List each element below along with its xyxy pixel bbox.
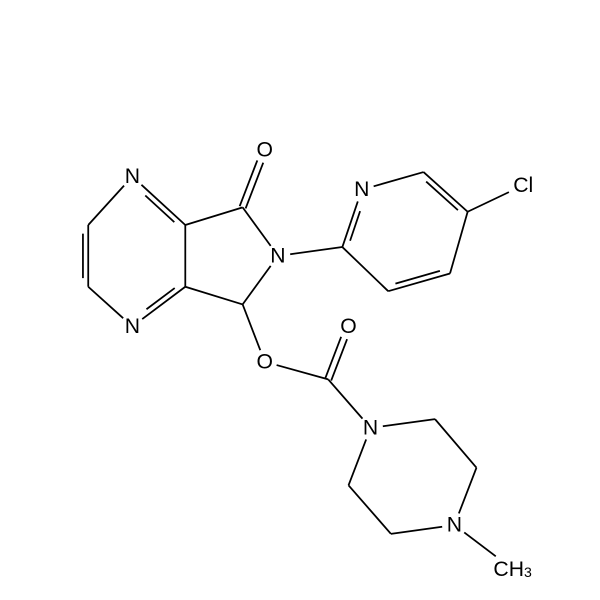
atom-label-np1: N — [363, 416, 378, 439]
atom-label-ch3: CH3 — [493, 558, 532, 581]
atom-label-n1: N — [125, 165, 140, 188]
atom-label-cl: Cl — [513, 174, 533, 197]
atom-label-n4: N — [125, 315, 140, 338]
atom-label-np4: N — [447, 514, 462, 537]
atom-label-pyn: N — [354, 178, 369, 201]
atom-labels-layer: N N O N N Cl O O N N CH3 — [125, 139, 534, 581]
atom-label-n6: N — [270, 244, 285, 267]
bonds-layer — [83, 160, 509, 556]
atom-label-oc: O — [340, 315, 356, 338]
molecule-diagram: N N O N N Cl O O N N CH3 — [0, 0, 600, 600]
atom-label-o5: O — [256, 139, 272, 162]
atom-label-o7: O — [256, 350, 272, 373]
